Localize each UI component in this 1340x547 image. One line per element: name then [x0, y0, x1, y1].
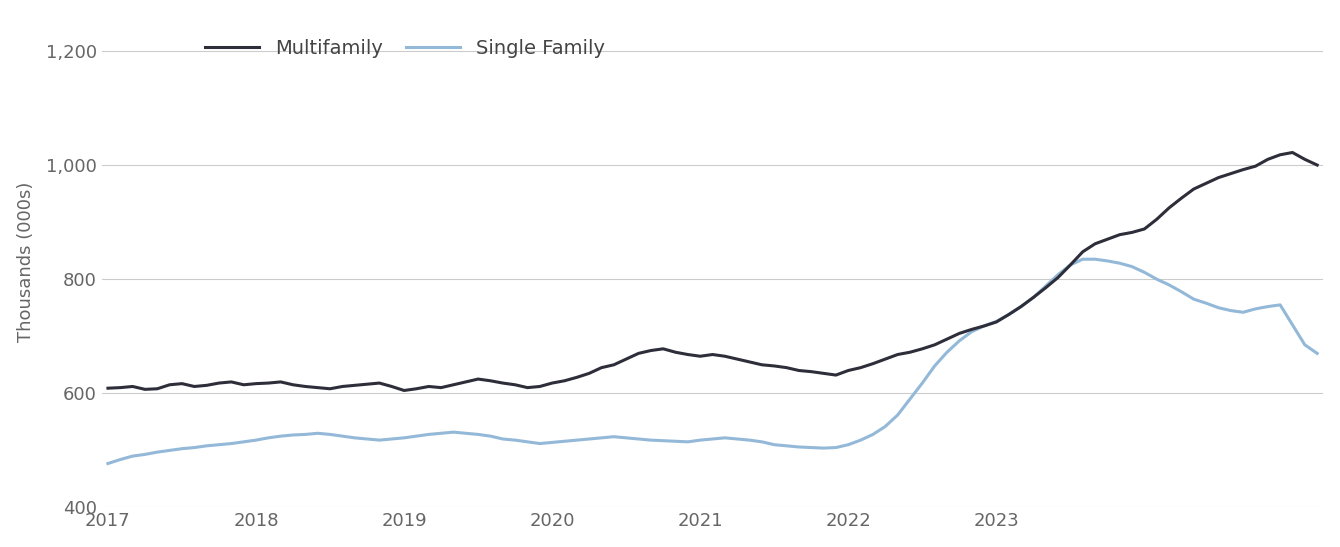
Single Family	[705, 436, 721, 443]
Single Family	[741, 437, 757, 444]
Single Family	[1075, 256, 1091, 263]
Single Family	[421, 431, 437, 438]
Multifamily	[482, 377, 498, 384]
Y-axis label: Thousands (000s): Thousands (000s)	[16, 182, 35, 342]
Multifamily	[1285, 149, 1301, 156]
Multifamily	[717, 353, 733, 359]
Line: Single Family: Single Family	[109, 259, 1317, 463]
Multifamily	[1063, 261, 1079, 268]
Multifamily	[1309, 162, 1325, 168]
Legend: Multifamily, Single Family: Multifamily, Single Family	[197, 31, 612, 66]
Multifamily	[100, 385, 117, 392]
Multifamily	[383, 383, 399, 390]
Single Family	[1051, 271, 1067, 278]
Multifamily	[397, 387, 413, 394]
Multifamily	[433, 385, 449, 391]
Multifamily	[754, 362, 770, 368]
Single Family	[383, 436, 399, 443]
Line: Multifamily: Multifamily	[109, 153, 1317, 391]
Single Family	[470, 431, 486, 438]
Single Family	[1309, 350, 1325, 357]
Single Family	[100, 460, 117, 467]
